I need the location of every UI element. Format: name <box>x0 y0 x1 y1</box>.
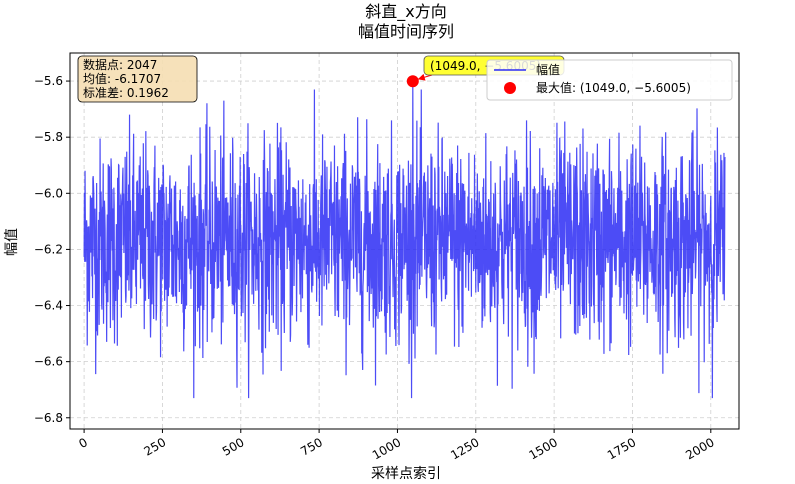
legend-label-max: 最大值: (1049.0, −5.6005) <box>536 80 691 95</box>
x-tick-label: 1500 <box>527 435 560 462</box>
stats-mean: 均值: -6.1707 <box>83 71 161 86</box>
y-tick-label: −6.0 <box>34 186 63 200</box>
x-tick-label: 500 <box>220 435 247 459</box>
stats-std: 标准差: 0.1962 <box>83 86 169 100</box>
series-line-amplitude <box>83 81 726 399</box>
y-axis-label: 幅值 <box>4 228 20 256</box>
x-tick-label: 750 <box>298 435 325 459</box>
x-tick-label: 2000 <box>683 435 716 462</box>
x-axis-label: 采样点索引 <box>371 465 441 482</box>
y-tick-label: −6.4 <box>34 299 63 313</box>
annotation-arrowhead <box>417 73 426 81</box>
chart-title-line2: 幅值时间序列 <box>358 22 454 41</box>
x-tick-label: 0 <box>76 435 90 451</box>
y-tick-label: −6.6 <box>34 355 63 369</box>
stats-box: 数据点: 2047 均值: -6.1707 标准差: 0.1962 <box>77 55 198 103</box>
legend-box <box>486 59 733 101</box>
x-tick-label: 1000 <box>370 435 403 462</box>
legend-label-amplitude: 幅值 <box>536 62 560 77</box>
legend-max-swatch <box>504 82 516 94</box>
chart-title-line1: 斜直_x方向 <box>365 2 446 22</box>
y-tick-label: −6.2 <box>34 242 63 256</box>
y-tick-label: −5.8 <box>34 130 63 144</box>
x-tick-label: 250 <box>141 435 168 459</box>
x-tick-label: 1250 <box>448 435 481 462</box>
legend: 幅值 最大值: (1049.0, −5.6005) <box>486 59 733 101</box>
stats-box-bg <box>77 55 198 103</box>
x-tick-label: 1750 <box>605 435 638 462</box>
plot-frame <box>69 52 740 430</box>
max-value-point <box>406 75 419 88</box>
y-tick-label: −5.6 <box>34 74 63 88</box>
stats-count: 数据点: 2047 <box>83 57 157 72</box>
y-tick-label: −6.8 <box>34 411 63 425</box>
